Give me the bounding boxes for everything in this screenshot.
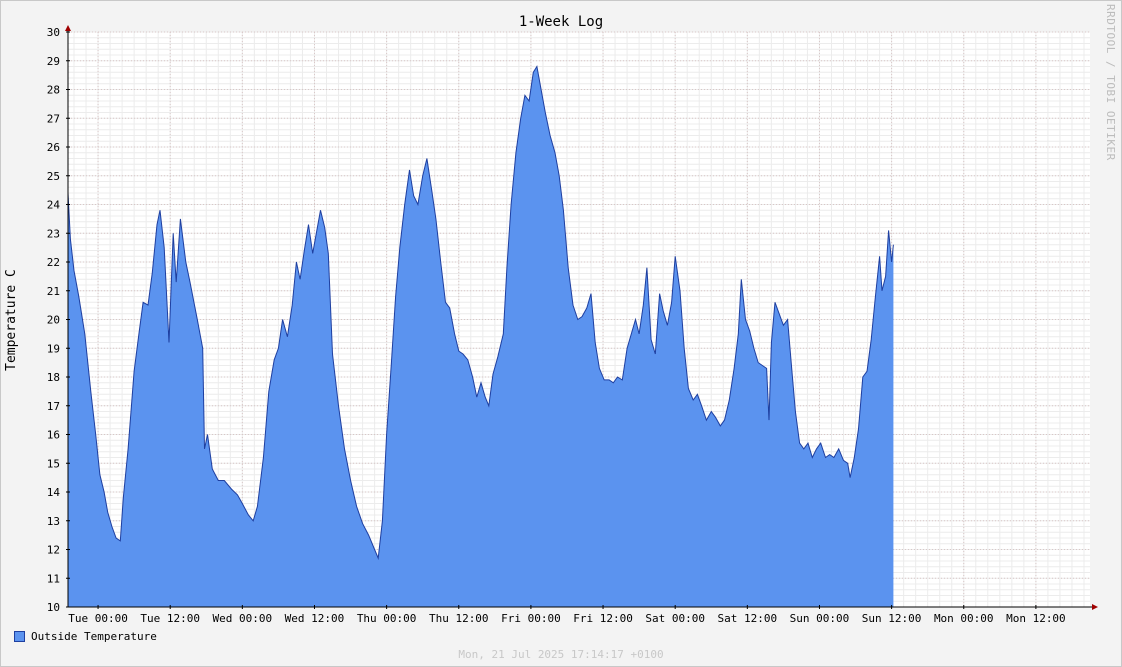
series-area-fill (68, 66, 894, 607)
generated-timestamp: Mon, 21 Jul 2025 17:14:17 +0100 (458, 648, 664, 661)
rrdtool-watermark: RRDTOOL / TOBI OETIKER (1104, 4, 1117, 161)
y-tick-label: 23 (47, 227, 60, 240)
y-tick-label: 29 (47, 55, 60, 68)
y-tick-label: 11 (47, 572, 60, 585)
tick-labels: 10 11 12 13 14 15 16 17 18 19 20 21 22 23 24 25 26 27 28 29… (47, 26, 1066, 625)
x-tick-label: Sun 12:00 (862, 612, 922, 625)
x-tick-label: Tue 12:00 (140, 612, 200, 625)
y-tick-label: 10 (47, 601, 60, 614)
x-tick-label: Mon 00:00 (934, 612, 994, 625)
x-tick-label: Sat 12:00 (718, 612, 778, 625)
x-tick-label: Fri 12:00 (573, 612, 633, 625)
x-tick-label: Fri 00:00 (501, 612, 561, 625)
chart-title: 1-Week Log (519, 14, 603, 30)
x-tick-label: Wed 00:00 (213, 612, 273, 625)
x-axis-arrow (1092, 604, 1098, 610)
x-tick-label: Thu 12:00 (429, 612, 489, 625)
y-tick-label: 19 (47, 342, 60, 355)
y-tick-label: 15 (47, 457, 60, 470)
y-tick-label: 14 (47, 486, 61, 499)
x-tick-label: Thu 00:00 (357, 612, 417, 625)
y-tick-label: 18 (47, 371, 60, 384)
y-tick-label: 12 (47, 544, 60, 557)
legend: Outside Temperature (14, 630, 157, 643)
series-line (67, 65, 894, 561)
y-tick-label: 30 (47, 26, 60, 39)
y-tick-label: 26 (47, 141, 60, 154)
y-tick-label: 28 (47, 84, 60, 97)
y-tick-label: 25 (47, 170, 60, 183)
legend-label: Outside Temperature (31, 630, 157, 643)
y-axis-arrow (65, 25, 71, 31)
y-tick-label: 27 (47, 112, 60, 125)
y-tick-label: 13 (47, 515, 60, 528)
legend-swatch (14, 631, 25, 642)
y-tick-label: 21 (47, 285, 60, 298)
y-tick-label: 24 (47, 199, 61, 212)
y-tick-label: 16 (47, 429, 60, 442)
axes (65, 25, 1098, 610)
x-tick-label: Sun 00:00 (790, 612, 850, 625)
x-tick-label: Sat 00:00 (645, 612, 705, 625)
y-axis-label: Temperature C (4, 269, 19, 371)
y-tick-label: 22 (47, 256, 60, 269)
y-tick-label: 17 (47, 400, 60, 413)
x-tick-label: Wed 12:00 (285, 612, 345, 625)
y-tick-label: 20 (47, 314, 60, 327)
x-tick-label: Mon 12:00 (1006, 612, 1066, 625)
x-tick-label: Tue 00:00 (68, 612, 128, 625)
series-area (67, 65, 894, 607)
